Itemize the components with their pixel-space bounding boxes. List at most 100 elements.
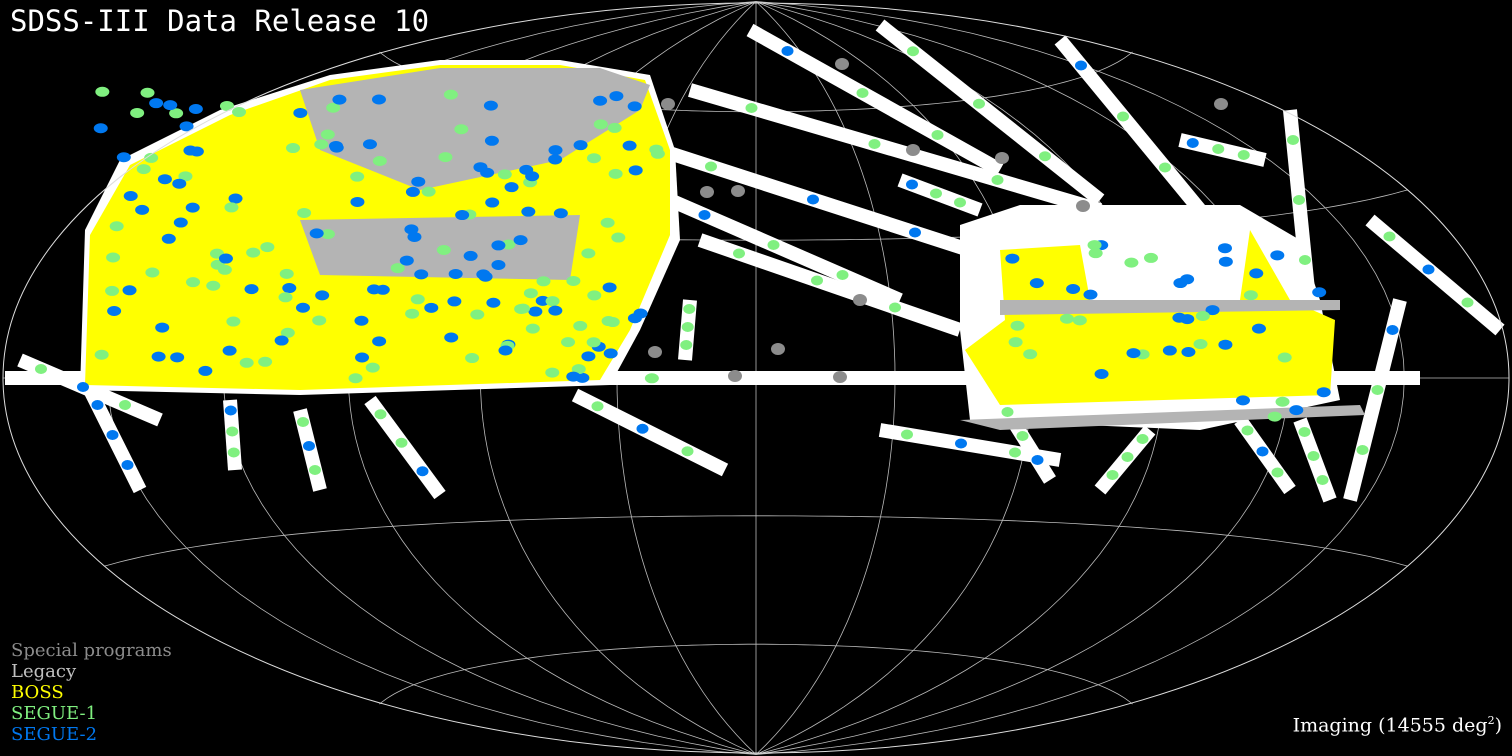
plate-marker (1172, 312, 1187, 323)
plate-marker (320, 229, 335, 240)
plate-marker (170, 352, 185, 363)
plate-marker (525, 323, 540, 334)
plate-marker (315, 290, 330, 301)
plate-marker (309, 465, 321, 475)
plate-marker (485, 197, 500, 208)
plate-marker (1162, 345, 1177, 356)
plate-marker (683, 304, 696, 314)
plate-marker (1235, 395, 1250, 406)
plate-marker (448, 268, 463, 279)
plate-marker (314, 139, 329, 150)
parallel-line (379, 643, 1133, 705)
plate-marker (354, 315, 369, 326)
plate-marker (436, 244, 451, 255)
plate-marker (226, 426, 239, 437)
special-program-marker (771, 343, 785, 355)
plate-marker (889, 302, 901, 313)
plate-marker (807, 194, 819, 205)
plate-marker (497, 169, 512, 180)
special-program-marker (995, 152, 1009, 164)
plate-marker (395, 437, 408, 448)
plate-marker (157, 174, 172, 185)
legacy-stripe (1000, 300, 1340, 315)
legacy-stripe (960, 405, 1365, 430)
plate-marker (1059, 313, 1074, 324)
plate-marker (470, 309, 485, 320)
legend: Special programs Legacy BOSS SEGUE-1 SEG… (11, 640, 172, 745)
plate-marker (1371, 385, 1384, 395)
plate-marker (350, 196, 365, 207)
plate-marker (136, 164, 151, 175)
legend-legacy: Legacy (11, 661, 77, 682)
plate-marker (282, 283, 297, 294)
plate-marker (144, 152, 159, 163)
plate-marker (1307, 451, 1320, 461)
plate-marker (447, 296, 462, 307)
plate-marker (109, 221, 124, 232)
plate-marker (525, 171, 540, 182)
plate-marker (1181, 347, 1196, 358)
plate-marker (811, 275, 823, 286)
plate-marker (1275, 396, 1290, 407)
plate-marker (1356, 445, 1369, 455)
plate-marker (698, 210, 711, 220)
plate-marker (607, 122, 622, 133)
plate-marker (566, 371, 581, 382)
plate-marker (973, 98, 985, 109)
map-title: SDSS-III Data Release 10 (10, 4, 430, 38)
plate-marker (1243, 290, 1258, 301)
plate-marker (1087, 240, 1102, 251)
special-program-marker (1214, 98, 1228, 110)
plate-marker (116, 152, 131, 163)
plate-marker (587, 290, 602, 301)
plate-marker (1316, 387, 1331, 398)
plate-marker (135, 204, 150, 215)
plate-marker (513, 235, 528, 246)
plate-marker (121, 460, 134, 470)
plate-marker (628, 165, 643, 176)
plate-marker (1218, 339, 1233, 350)
plate-marker (169, 108, 184, 119)
plate-marker (1256, 446, 1269, 457)
plate-marker (94, 349, 109, 360)
plate-marker (991, 175, 1004, 185)
plate-marker (1270, 250, 1285, 261)
plate-marker (553, 208, 568, 219)
plate-marker (206, 280, 221, 291)
plate-marker (1016, 431, 1029, 441)
plate-marker (178, 171, 193, 182)
plate-marker (1094, 368, 1109, 379)
legend-segue2: SEGUE-2 (11, 724, 98, 745)
special-program-marker (1076, 200, 1090, 212)
plate-marker (246, 247, 261, 258)
plate-marker (1271, 467, 1284, 478)
plate-marker (151, 351, 166, 362)
plate-marker (856, 88, 869, 98)
plate-marker (93, 123, 108, 134)
plate-marker (372, 155, 387, 166)
special-program-marker (648, 346, 662, 358)
plate-marker (1277, 352, 1292, 363)
plate-marker (198, 365, 213, 376)
plate-marker (390, 263, 405, 274)
plate-marker (1312, 287, 1327, 298)
plate-marker (285, 143, 300, 154)
plate-marker (1422, 264, 1435, 275)
plate-marker (278, 292, 293, 303)
special-program-marker (835, 58, 849, 70)
plate-marker (901, 429, 913, 440)
plate-marker (405, 186, 420, 197)
plate-marker (35, 364, 47, 374)
plate-marker (295, 302, 310, 313)
plate-marker (399, 255, 414, 266)
plate-marker (681, 322, 694, 332)
plate-marker (106, 252, 121, 263)
plate-marker (1180, 274, 1195, 285)
plate-marker (480, 167, 495, 178)
plate-marker (561, 337, 576, 348)
plate-marker (414, 269, 429, 280)
plate-marker (123, 190, 138, 201)
plate-marker (1008, 337, 1023, 348)
plate-marker (1066, 283, 1081, 294)
